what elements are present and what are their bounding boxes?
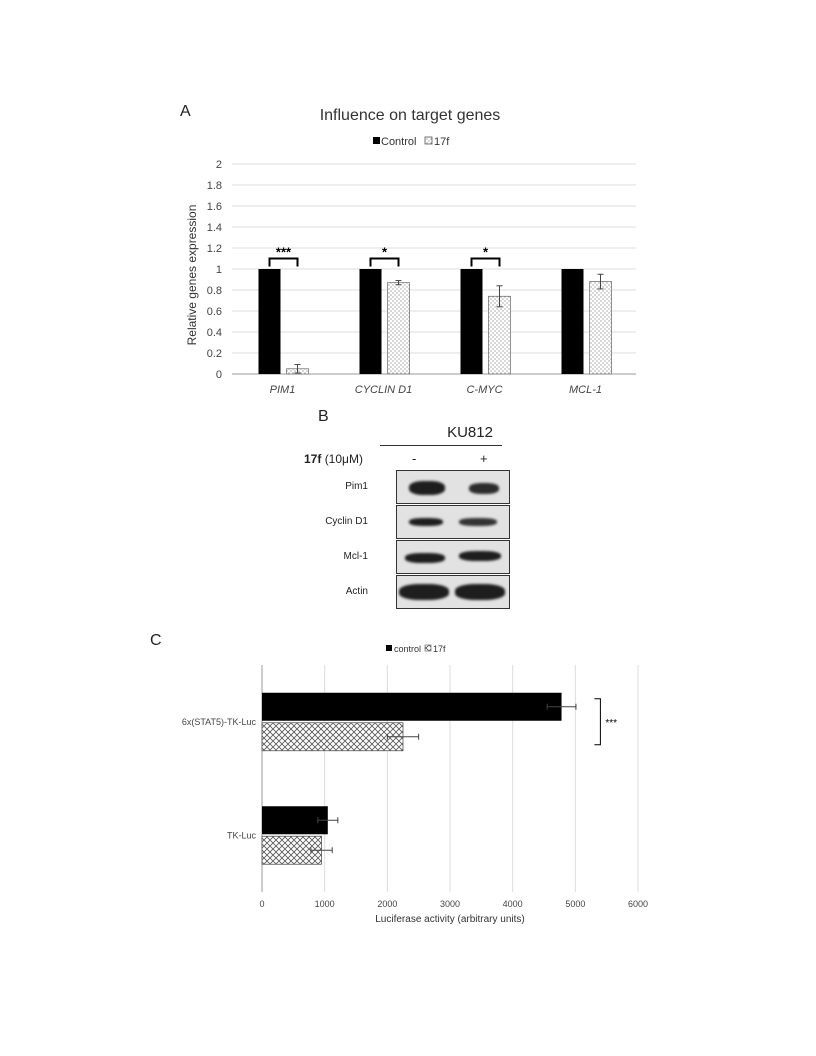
y-tick-label: 0.2 bbox=[207, 348, 222, 360]
significance-bracket bbox=[594, 698, 601, 746]
blot-cell-line: KU812 bbox=[447, 424, 493, 441]
bar-17f bbox=[387, 282, 410, 375]
x-tick-label: 4000 bbox=[503, 899, 523, 909]
y-tick-label: 0.8 bbox=[207, 285, 222, 297]
y-tick-label: 1.2 bbox=[207, 243, 222, 255]
panel-a-chart: 0 0.2 0.4 0.6 0.8 1 1.2 1.4 1.6 1.8 2 *** PIM1 * CYCLI… bbox=[185, 107, 636, 396]
legend-17f-label: 17f bbox=[433, 644, 446, 654]
x-category-label: C-MYC bbox=[466, 384, 502, 396]
bar-17f bbox=[589, 281, 612, 375]
treatment-dose: (10μM) bbox=[324, 452, 363, 466]
panel-b-label: B bbox=[318, 408, 329, 425]
x-tick-label: 1000 bbox=[315, 899, 335, 909]
panel-c-label: C bbox=[150, 632, 162, 649]
chart-c-legend: control 17f bbox=[386, 644, 446, 654]
blot-row-label-mcl-1: Mcl-1 bbox=[343, 551, 368, 562]
significance-label: *** bbox=[276, 245, 292, 260]
significance-label: * bbox=[483, 245, 489, 260]
legend-control-label: control bbox=[394, 644, 421, 654]
bar-control bbox=[262, 692, 562, 721]
chart-a-title: Influence on target genes bbox=[320, 107, 501, 124]
lane-1-sign: - bbox=[412, 451, 417, 466]
panel-c-chart: 0 1000 2000 3000 4000 5000 6000 6x(STAT5)-TK-Lu… bbox=[182, 644, 648, 925]
x-tick-label: 5000 bbox=[565, 899, 585, 909]
bar-17f bbox=[488, 295, 511, 375]
chart-a-ylabel: Relative genes expression bbox=[185, 205, 199, 346]
legend-control-swatch bbox=[386, 645, 392, 651]
blot-row-label-pim1: Pim1 bbox=[345, 481, 368, 492]
blot-mcl-1 bbox=[396, 540, 510, 574]
bar-control bbox=[258, 269, 281, 374]
legend-17f-label: 17f bbox=[434, 136, 450, 148]
band bbox=[409, 481, 445, 495]
band bbox=[469, 483, 499, 494]
y-tick-label: 1.6 bbox=[207, 201, 222, 213]
bar-control bbox=[359, 269, 382, 374]
panel-a-label: A bbox=[180, 103, 191, 120]
chart-a-legend: Control 17f bbox=[373, 136, 450, 148]
band bbox=[455, 584, 505, 600]
x-category-label: CYCLIN D1 bbox=[355, 384, 412, 396]
y-tick-label: 2 bbox=[216, 159, 222, 171]
y-tick-label: 0.6 bbox=[207, 306, 222, 318]
blot-cyclin-d1 bbox=[396, 505, 510, 539]
significance-label: *** bbox=[605, 718, 617, 729]
significance-bracket bbox=[268, 257, 299, 267]
blot-actin bbox=[396, 575, 510, 609]
x-category-label: PIM1 bbox=[270, 384, 296, 396]
x-tick-label: 0 bbox=[259, 899, 264, 909]
significance-label: * bbox=[382, 245, 388, 260]
bar-control bbox=[561, 269, 584, 374]
legend-control-label: Control bbox=[381, 136, 416, 148]
blot-divider bbox=[380, 445, 502, 446]
y-tick-label: 1.4 bbox=[207, 222, 222, 234]
bar-control bbox=[262, 806, 328, 835]
y-category-label: 6x(STAT5)-TK-Luc bbox=[182, 717, 257, 727]
band bbox=[405, 553, 445, 563]
y-category-label: TK-Luc bbox=[227, 830, 257, 840]
bar-17f bbox=[261, 722, 404, 752]
blot-pim1 bbox=[396, 470, 510, 504]
band bbox=[409, 518, 443, 526]
chart-c-xlabel: Luciferase activity (arbitrary units) bbox=[375, 914, 525, 925]
significance-bracket bbox=[369, 257, 400, 267]
band bbox=[399, 584, 449, 600]
lane-2-sign: + bbox=[480, 451, 488, 466]
y-tick-label: 0 bbox=[216, 369, 222, 381]
y-tick-label: 1 bbox=[216, 264, 222, 276]
treatment-compound: 17f bbox=[304, 452, 322, 466]
blot-treatment: 17f (10μM) bbox=[304, 452, 363, 466]
band bbox=[459, 518, 497, 526]
y-tick-label: 1.8 bbox=[207, 180, 222, 192]
x-tick-label: 3000 bbox=[440, 899, 460, 909]
blot-row-label-actin: Actin bbox=[345, 586, 368, 597]
blot-row-label-cyclin-d1: Cyclin D1 bbox=[325, 516, 368, 527]
bar-control bbox=[460, 269, 483, 374]
x-category-label: MCL-1 bbox=[569, 384, 602, 396]
x-tick-label: 2000 bbox=[377, 899, 397, 909]
band bbox=[459, 551, 501, 561]
y-tick-label: 0.4 bbox=[207, 327, 222, 339]
x-tick-label: 6000 bbox=[628, 899, 648, 909]
legend-control-swatch bbox=[373, 137, 380, 144]
significance-bracket bbox=[470, 257, 501, 267]
legend-17f-swatch bbox=[424, 644, 432, 652]
legend-17f-swatch bbox=[424, 136, 433, 145]
